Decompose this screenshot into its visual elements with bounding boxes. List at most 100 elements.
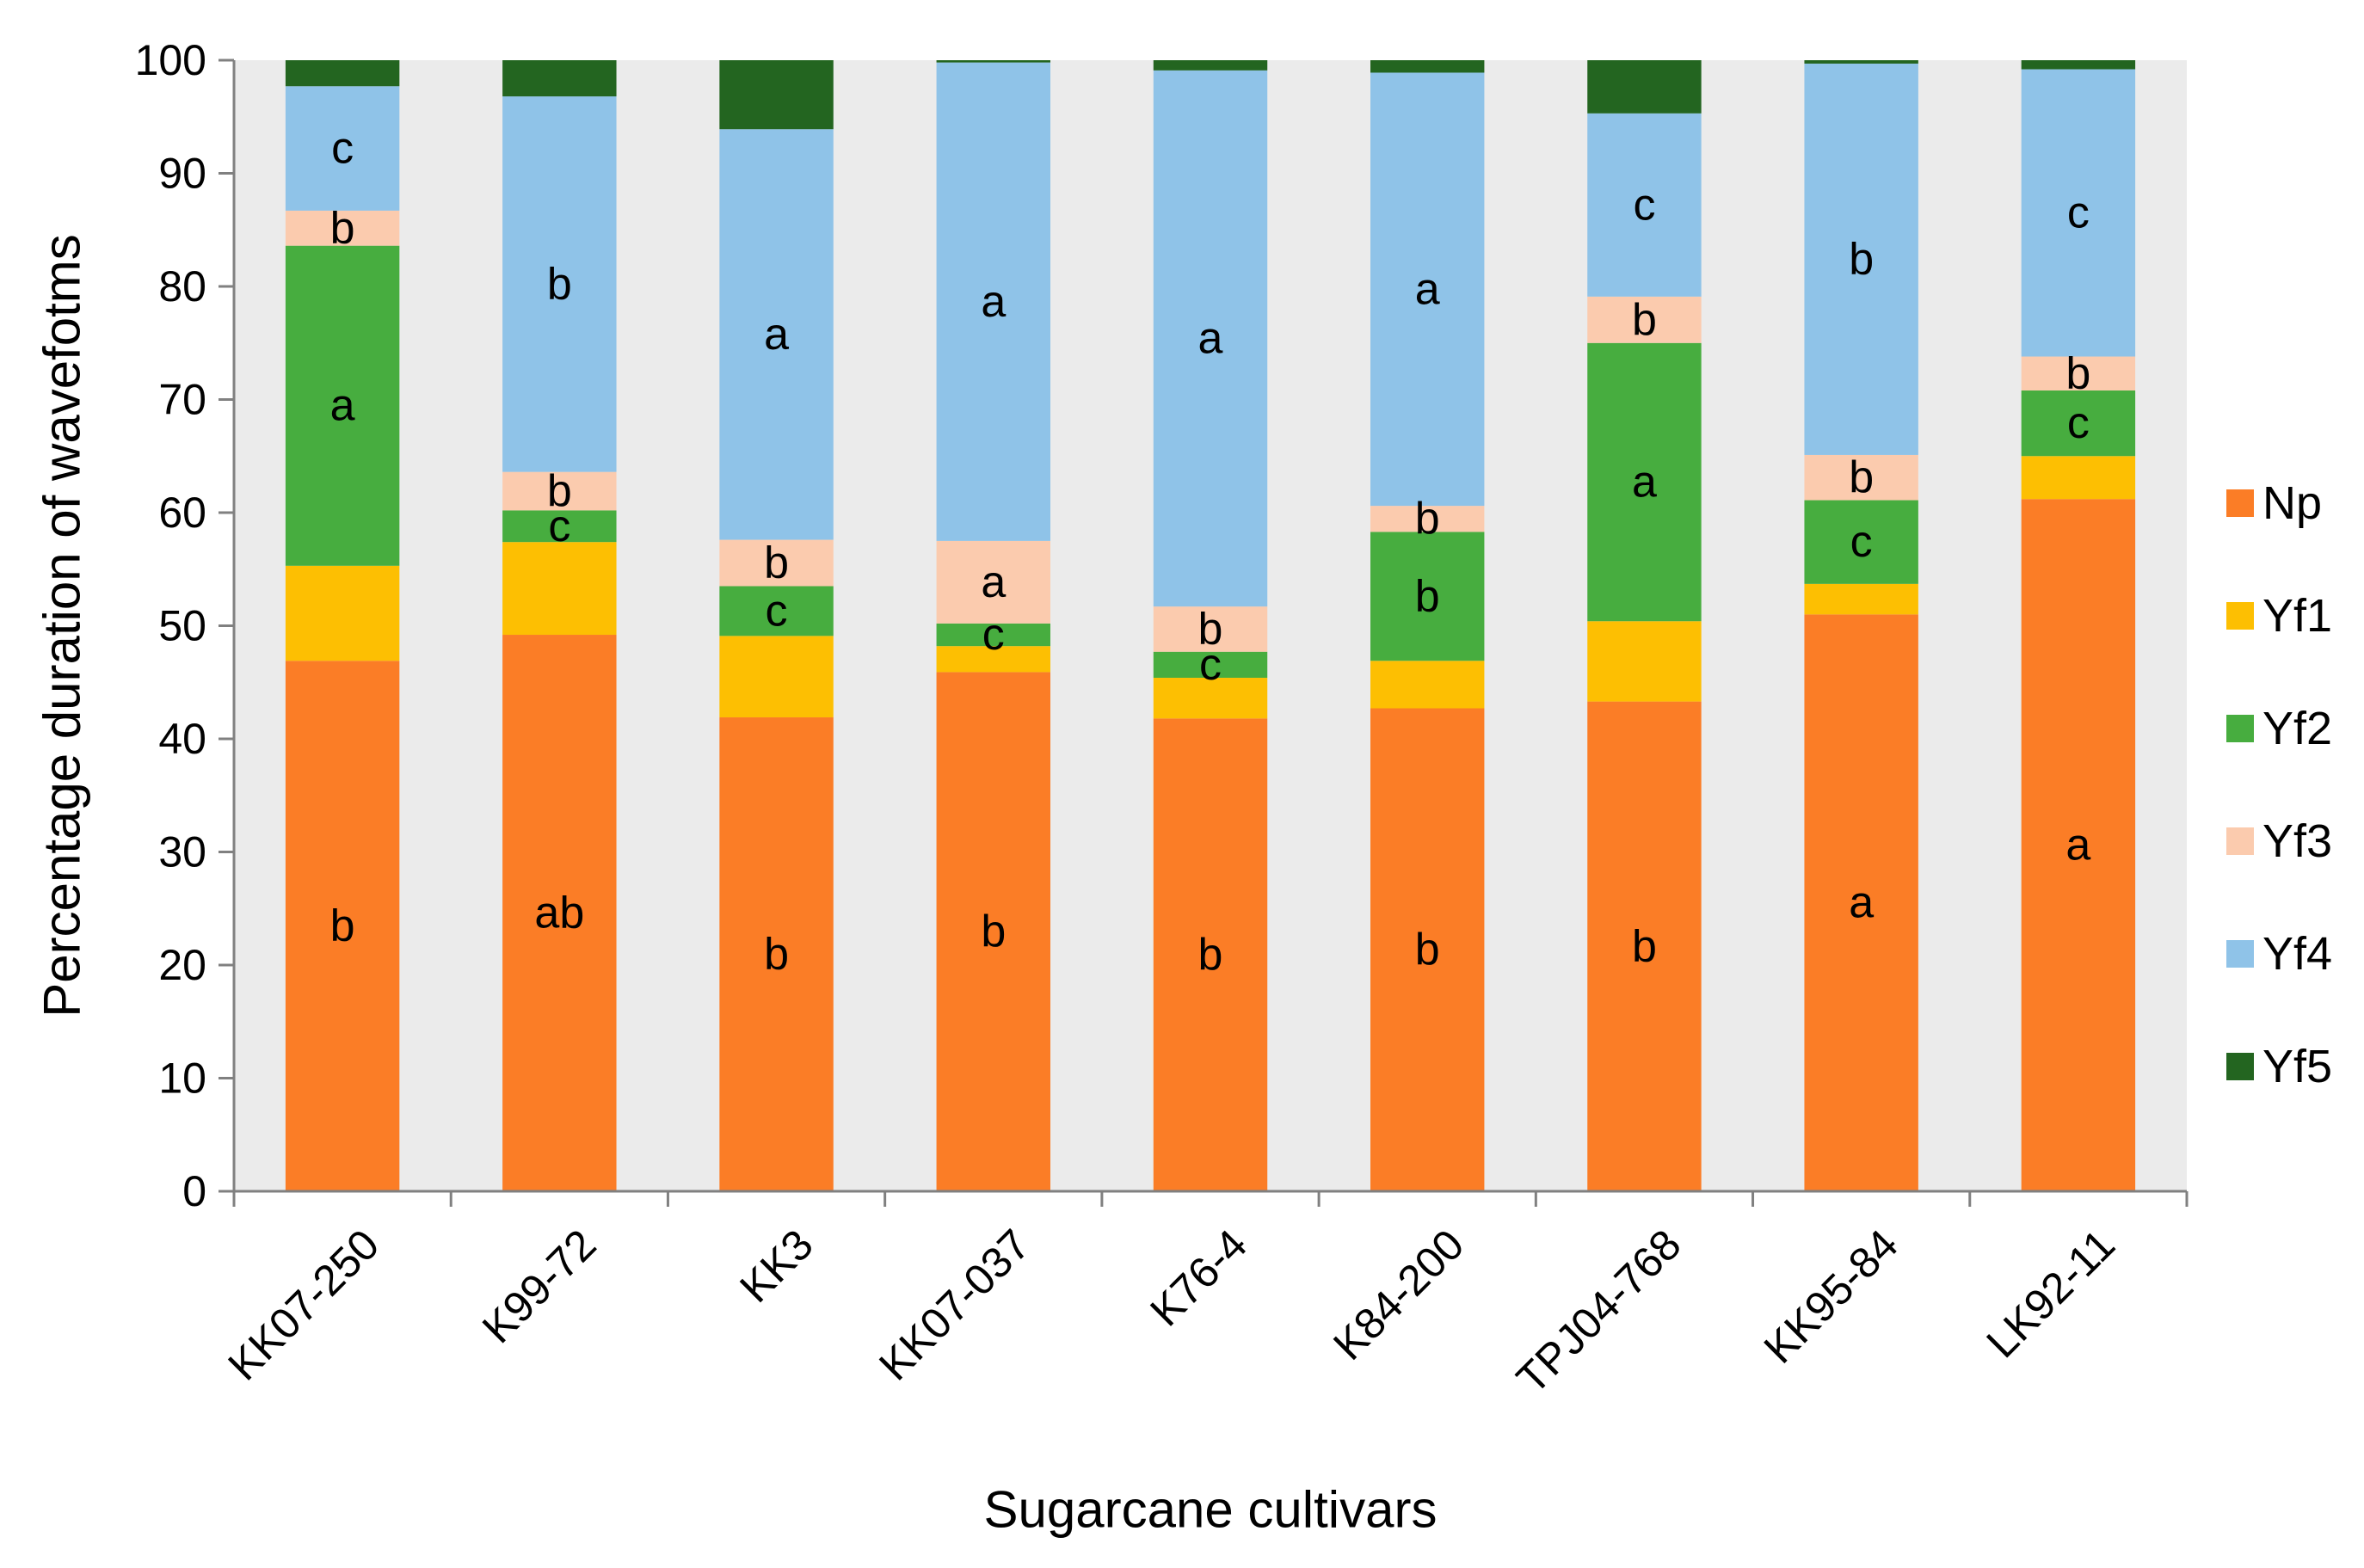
legend-swatch-yf4: [2226, 940, 2254, 968]
bar-segment-yf3-kk07-037: [936, 540, 1050, 624]
y-axis-title: Percentage duration of wavefotms: [34, 234, 91, 1018]
bar-segment-yf3-k84-200: [1370, 506, 1485, 532]
y-tick-label: 50: [158, 602, 206, 650]
bar-segment-yf5-k84-200: [1370, 60, 1485, 73]
bar-segment-yf2-k84-200: [1370, 532, 1485, 661]
bar-segment-np-kk07-037: [936, 672, 1050, 1191]
segment-label-np-lk92-11: a: [2065, 821, 2090, 870]
segment-label-np-k84-200: b: [1415, 925, 1440, 975]
segment-label-yf4-kk07-250: c: [331, 124, 354, 174]
x-tick-label-k84-200: K84-200: [1324, 1221, 1473, 1369]
bar-segment-yf5-kk07-250: [285, 60, 400, 87]
segment-label-yf3-kk95-84: b: [1849, 452, 1874, 502]
bar-segment-yf3-lk92-11: [2021, 356, 2136, 390]
y-tick-label: 40: [158, 715, 206, 763]
bar-segment-yf5-k76-4: [1153, 60, 1268, 71]
bar-segment-yf2-tpj04-768: [1587, 342, 1702, 622]
legend-label-np: Np: [2262, 477, 2322, 529]
bar-segment-np-k76-4: [1153, 718, 1268, 1191]
segment-label-yf4-tpj04-768: c: [1633, 180, 1655, 230]
legend-swatch-yf1: [2226, 602, 2254, 630]
bar-segment-yf4-k84-200: [1370, 72, 1485, 507]
bar-segment-yf5-kk95-84: [1804, 60, 1918, 64]
bar-segment-yf2-kk95-84: [1804, 500, 1918, 584]
bar-segment-np-kk95-84: [1804, 614, 1918, 1191]
segment-label-yf3-k84-200: b: [1415, 494, 1440, 544]
legend-swatch-yf5: [2226, 1053, 2254, 1080]
legend-label-yf1: Yf1: [2262, 590, 2332, 642]
segment-label-yf2-kk07-250: a: [330, 381, 355, 431]
segment-label-yf2-kk3: c: [766, 586, 788, 636]
segment-label-yf2-lk92-11: c: [2067, 398, 2090, 448]
segment-label-yf2-kk07-037: c: [982, 610, 1005, 660]
bar-segment-np-k84-200: [1370, 708, 1485, 1191]
bar-segment-yf3-k99-72: [502, 471, 617, 511]
bar-segment-yf1-kk3: [719, 636, 834, 718]
bar-segment-yf4-k76-4: [1153, 70, 1268, 607]
legend-swatch-np: [2226, 489, 2254, 517]
segment-label-np-kk3: b: [764, 930, 789, 980]
bar-segment-np-kk07-250: [285, 661, 400, 1191]
bar-segment-yf1-tpj04-768: [1587, 621, 1702, 702]
segment-label-yf3-tpj04-768: b: [1632, 295, 1657, 345]
bar-segment-np-kk3: [719, 717, 834, 1191]
x-tick-label-kk07-250: KK07-250: [219, 1221, 388, 1390]
bar-segment-yf3-tpj04-768: [1587, 296, 1702, 343]
x-tick-label-kk3: KK3: [730, 1221, 822, 1312]
segment-label-yf2-tpj04-768: a: [1632, 457, 1657, 507]
bar-segment-yf4-kk07-037: [936, 62, 1050, 541]
segment-label-yf2-k84-200: b: [1415, 571, 1440, 621]
x-tick-label-tpj04-768: TPJ04-768: [1507, 1221, 1690, 1404]
bar-segment-yf2-k76-4: [1153, 651, 1268, 678]
bar-segment-yf5-kk07-037: [936, 60, 1050, 63]
bars-group: [285, 60, 2136, 1191]
legend-swatch-yf3: [2226, 827, 2254, 855]
legend-swatch-yf2: [2226, 715, 2254, 742]
legend-label-yf2: Yf2: [2262, 703, 2332, 754]
segment-label-yf2-k99-72: c: [548, 501, 570, 551]
bar-segment-yf5-lk92-11: [2021, 60, 2136, 70]
bar-segment-yf4-lk92-11: [2021, 69, 2136, 357]
bar-segment-yf4-kk07-250: [285, 86, 400, 211]
segment-label-yf2-kk95-84: c: [1850, 517, 1873, 567]
bar-segment-yf4-tpj04-768: [1587, 113, 1702, 297]
bar-segment-yf1-k99-72: [502, 542, 617, 636]
segment-label-np-k76-4: b: [1198, 930, 1223, 980]
bar-segment-yf2-k99-72: [502, 510, 617, 543]
legend-label-yf4: Yf4: [2262, 928, 2332, 980]
bar-segment-yf1-k84-200: [1370, 661, 1485, 709]
x-axis-title: Sugarcane cultivars: [984, 1481, 1437, 1539]
y-tick-label: 30: [158, 828, 206, 876]
bar-segment-yf5-k99-72: [502, 60, 617, 97]
y-tick-label: 90: [158, 150, 206, 198]
bar-segment-yf3-kk95-84: [1804, 454, 1918, 501]
bar-segment-yf1-lk92-11: [2021, 456, 2136, 500]
bar-segment-yf5-tpj04-768: [1587, 60, 1702, 114]
bar-segment-np-tpj04-768: [1587, 701, 1702, 1191]
bar-segment-yf4-kk3: [719, 129, 834, 540]
segment-label-yf3-kk07-250: b: [330, 203, 355, 253]
y-tick-label: 70: [158, 376, 206, 424]
bar-segment-yf1-kk95-84: [1804, 583, 1918, 615]
y-tick-label: 80: [158, 262, 206, 311]
segment-label-yf3-k76-4: b: [1198, 604, 1223, 654]
segment-label-yf3-kk3: b: [764, 538, 789, 588]
y-tick-label: 100: [135, 36, 206, 84]
segment-label-yf4-lk92-11: c: [2067, 188, 2090, 238]
y-tick-label: 10: [158, 1055, 206, 1103]
x-tick-label-kk95-84: KK95-84: [1755, 1221, 1907, 1373]
segment-label-np-tpj04-768: b: [1632, 921, 1657, 971]
bar-segment-yf1-k76-4: [1153, 677, 1268, 719]
segment-label-np-k99-72: ab: [534, 889, 584, 938]
x-tick-label-k76-4: K76-4: [1141, 1221, 1256, 1336]
legend-label-yf3: Yf3: [2262, 815, 2332, 867]
legend-label-yf5: Yf5: [2262, 1041, 2332, 1092]
bar-segment-yf3-kk07-250: [285, 210, 400, 246]
bar-segment-yf4-kk95-84: [1804, 63, 1918, 455]
segment-label-yf3-k99-72: b: [547, 466, 572, 516]
bar-segment-yf2-kk07-250: [285, 245, 400, 566]
segment-label-np-kk07-250: b: [330, 901, 355, 951]
